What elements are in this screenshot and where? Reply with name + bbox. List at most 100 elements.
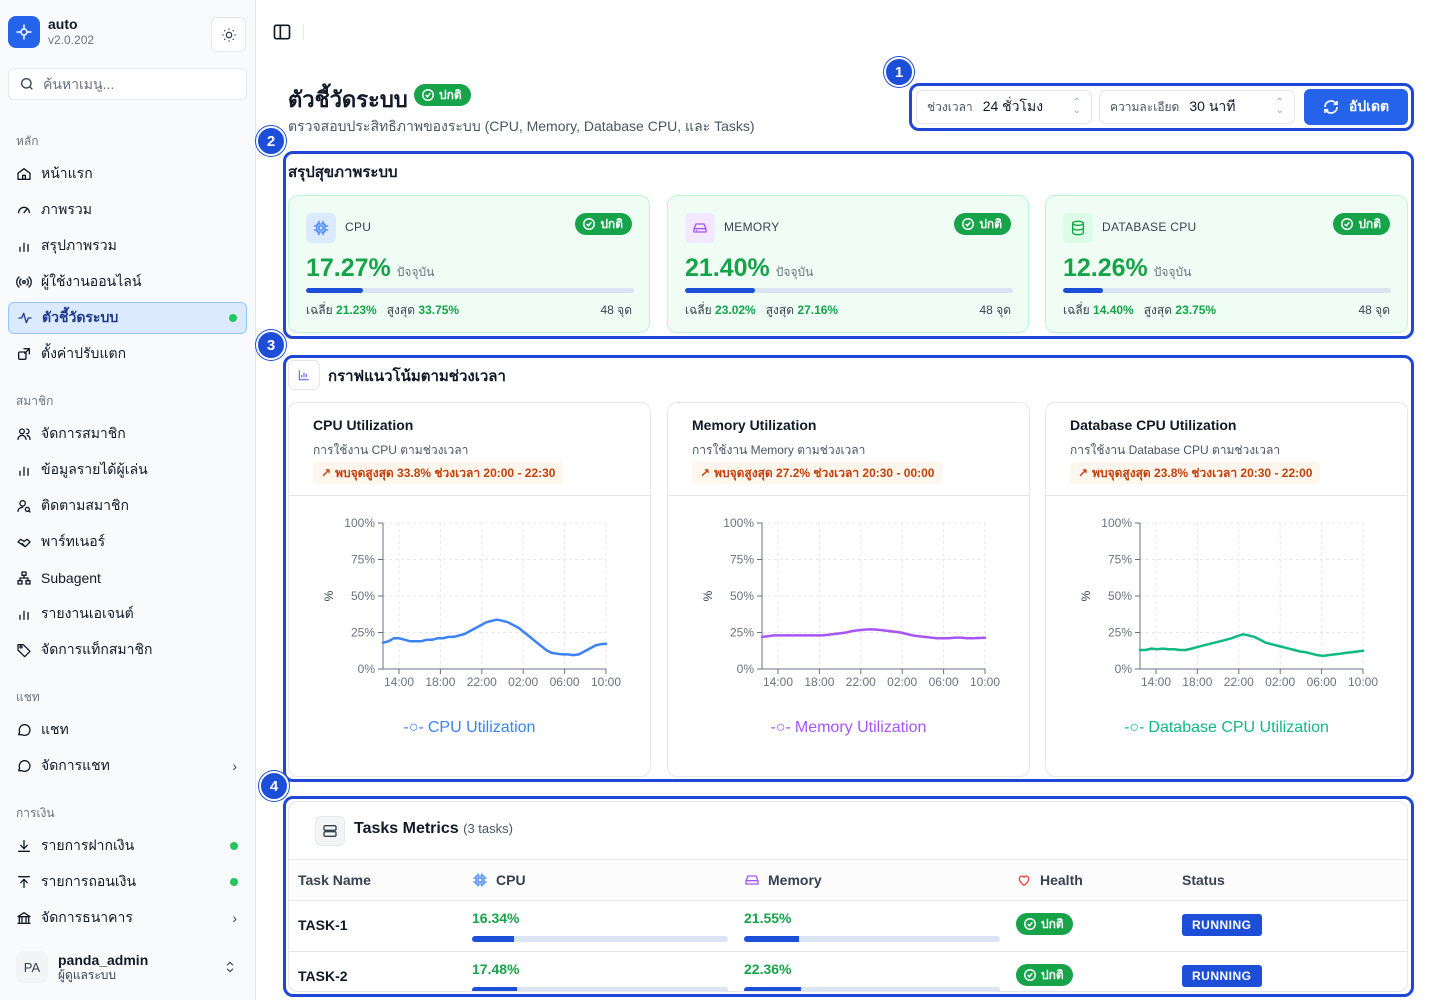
peak-badge: ↗ พบจุดสูงสุด 33.8% ช่วงเวลา 20:00 - 22:3… xyxy=(313,462,564,484)
max-label: สูงสุด xyxy=(765,303,795,317)
card-points: 48 จุด xyxy=(600,303,632,317)
x-tick-label: 10:00 xyxy=(970,675,1000,689)
max-value: 33.75% xyxy=(418,303,460,317)
user-menu[interactable]: PA panda_admin ผู้ดูแลระบบ xyxy=(8,942,247,992)
search-icon xyxy=(21,78,33,90)
sidebar-item[interactable]: จัดการแท็กสมาชิก xyxy=(8,634,247,666)
tasks-metrics-panel: Tasks Metrics (3 tasks) Task Name CPU Me… xyxy=(288,801,1408,992)
chart-legend[interactable]: -○- Database CPU Utilization xyxy=(1046,719,1407,737)
status-badge-label: ปกติ xyxy=(439,87,462,102)
card-value: 21.40% ปัจจุบัน xyxy=(685,254,813,283)
avg-label: เฉลี่ย xyxy=(1063,303,1090,317)
check-circle-icon xyxy=(1024,918,1036,930)
chevron-right-icon: › xyxy=(232,910,237,926)
avg-value: 14.40% xyxy=(1093,303,1134,317)
col-memory: Memory xyxy=(744,872,822,888)
sidebar-item[interactable]: จัดการสมาชิก xyxy=(8,418,247,450)
card-value-number: 17.27% xyxy=(306,254,391,282)
x-tick-label: 22:00 xyxy=(846,675,876,689)
chevron-right-icon: › xyxy=(232,758,237,774)
trending-up-icon: ↗ xyxy=(700,466,711,480)
y-axis-label: % xyxy=(701,590,715,601)
highlight-controls xyxy=(909,83,1414,131)
trending-up-icon: ↗ xyxy=(1078,466,1089,480)
sidebar-item-label: ภาพรวม xyxy=(41,201,92,217)
sidebar-item[interactable]: ตั้งค่าปรับแตก xyxy=(8,338,247,370)
status-running-badge: RUNNING xyxy=(1182,914,1262,936)
home-icon xyxy=(17,168,31,180)
sidebar-item[interactable]: สรุปภาพรวม xyxy=(8,230,247,262)
avatar: PA xyxy=(16,951,48,983)
topbar-divider xyxy=(303,24,304,40)
sidebar-item[interactable]: ข้อมูลรายได้ผู้เล่น xyxy=(8,454,247,486)
menu-search[interactable] xyxy=(8,68,247,100)
avg-label: เฉลี่ย xyxy=(306,303,333,317)
legend-marker-icon: -○- xyxy=(403,719,424,736)
sidebar-item[interactable]: รายการฝากเงิน xyxy=(8,830,247,862)
y-tick-label: 0% xyxy=(358,662,376,676)
col-health: Health xyxy=(1016,872,1083,888)
sidebar-item-label: รายงานเอเจนต์ xyxy=(41,605,134,621)
cpu-icon xyxy=(473,873,487,887)
sidebar-item[interactable]: ตัวชี้วัดระบบ xyxy=(8,302,247,334)
card-now-label: ปัจจุบัน xyxy=(1153,265,1192,279)
chart-legend[interactable]: -○- Memory Utilization xyxy=(668,719,1029,737)
sidebar-item[interactable]: ภาพรวม xyxy=(8,194,247,226)
peak-text: พบจุดสูงสุด 23.8% ช่วงเวลา 20:30 - 22:00 xyxy=(1092,465,1313,480)
card-value-number: 12.26% xyxy=(1063,254,1148,282)
x-tick-label: 14:00 xyxy=(1141,675,1171,689)
tasks-title-text: Tasks Metrics xyxy=(354,820,459,837)
chart-title: Database CPU Utilization xyxy=(1070,417,1237,433)
sidebar-item-label: สรุปภาพรวม xyxy=(41,237,117,253)
table-row[interactable]: TASK-2 17.48% 22.36% ปกติ RUNNING xyxy=(289,952,1407,991)
notification-dot xyxy=(230,878,238,886)
sidebar-item[interactable]: รายงานเอเจนต์ xyxy=(8,598,247,630)
chart-subtitle: การใช้งาน CPU ตามช่วงเวลา xyxy=(313,443,469,457)
sidebar-item[interactable]: จัดการแชท › xyxy=(8,750,247,782)
sidebar-item[interactable]: จัดการธนาคาร › xyxy=(8,902,247,934)
database-icon xyxy=(1072,220,1084,236)
brand[interactable]: auto v2.0.202 xyxy=(8,16,94,48)
table-row[interactable]: TASK-1 16.34% 21.55% ปกติ RUNNING xyxy=(289,901,1407,952)
theme-toggle-button[interactable] xyxy=(211,17,246,52)
sidebar-item[interactable]: พาร์ทเนอร์ xyxy=(8,526,247,558)
sidebar-item[interactable]: Subagent xyxy=(8,562,247,594)
search-input[interactable] xyxy=(43,76,233,92)
notification-dot xyxy=(229,314,237,322)
highlight-tasks xyxy=(283,796,1414,997)
sidebar-toggle-button[interactable] xyxy=(272,22,292,42)
sidebar-item[interactable]: แชท xyxy=(8,714,247,746)
panel-left-icon xyxy=(273,24,291,40)
status-badge-label: ปกติ xyxy=(979,216,1002,231)
task-cpu-bar-fill xyxy=(472,936,514,942)
chart-divider xyxy=(1046,495,1407,496)
sidebar-item[interactable]: ผู้ใช้งานออนไลน์ xyxy=(8,266,247,298)
sidebar-item[interactable]: ติดตามสมาชิก xyxy=(8,490,247,522)
y-tick-label: 100% xyxy=(1101,516,1132,530)
y-tick-label: 50% xyxy=(1108,589,1132,603)
sidebar-item[interactable]: รายการถอนเงิน xyxy=(8,866,247,898)
card-now-label: ปัจจุบัน xyxy=(775,265,814,279)
time-range-label: ช่วงเวลา xyxy=(927,99,973,114)
resolution-select[interactable]: ความละเอียด 30 นาที ⌃ ⌄ xyxy=(1099,90,1295,124)
user-role: ผู้ดูแลระบบ xyxy=(58,968,117,982)
sidebar-item-label: หน้าแรก xyxy=(41,165,93,181)
trend-chart: Memory Utilization การใช้งาน Memory ตามช… xyxy=(667,402,1030,777)
nav-group-label: หลัก xyxy=(16,134,39,148)
chart-legend[interactable]: -○- CPU Utilization xyxy=(289,719,650,737)
highlight-trends xyxy=(283,355,1414,782)
card-points: 48 จุด xyxy=(1358,303,1390,317)
sidebar-item-label: รายการถอนเงิน xyxy=(41,873,137,889)
app-version: v2.0.202 xyxy=(48,33,95,47)
sidebar-item[interactable]: หน้าแรก xyxy=(8,158,247,190)
sidebar-item-label: ตั้งค่าปรับแตก xyxy=(41,345,127,361)
sidebar-item-label: ติดตามสมาชิก xyxy=(41,497,129,513)
resolution-value: 30 นาที xyxy=(1189,98,1236,114)
trend-chart: Database CPU Utilization การใช้งาน Datab… xyxy=(1045,402,1408,777)
card-name: DATABASE CPU xyxy=(1102,220,1197,234)
annotation-2: 2 xyxy=(256,126,286,156)
refresh-button[interactable]: อัปเดต xyxy=(1304,89,1408,125)
time-range-select[interactable]: ช่วงเวลา 24 ชั่วโมง ⌃ ⌄ xyxy=(916,90,1092,124)
y-tick-label: 50% xyxy=(730,589,754,603)
bank-icon xyxy=(17,912,31,924)
